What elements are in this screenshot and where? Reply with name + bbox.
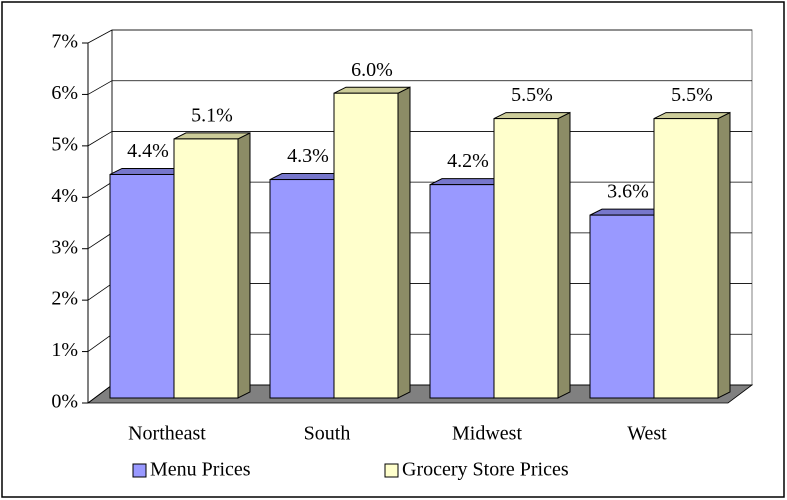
value-label: 4.4% — [127, 140, 169, 162]
bar-side — [557, 111, 571, 399]
bar — [333, 92, 399, 399]
bar-side — [397, 86, 411, 399]
legend-label: Menu Prices — [150, 459, 251, 481]
y-tick-label: 2% — [51, 288, 78, 310]
y-tick-label: 1% — [51, 339, 78, 361]
grid-line — [87, 333, 113, 352]
y-tick-label: 5% — [51, 133, 78, 155]
legend-swatch — [384, 463, 399, 478]
x-tick-label: West — [627, 423, 667, 445]
value-label: 5.1% — [191, 105, 233, 127]
bar — [653, 118, 719, 399]
bar — [109, 173, 175, 399]
bar-side — [717, 111, 731, 399]
grid-line — [87, 29, 113, 44]
legend-swatch — [132, 463, 147, 478]
x-tick-label: South — [304, 423, 351, 445]
grid-line — [87, 283, 113, 301]
y-tick-label: 4% — [51, 185, 78, 207]
bar-top — [493, 112, 571, 120]
bar-top — [333, 86, 411, 94]
bar-side — [237, 132, 251, 399]
value-label: 5.5% — [671, 84, 713, 106]
grid-line — [87, 384, 113, 404]
grid-line — [87, 131, 113, 147]
value-label: 5.5% — [511, 84, 553, 106]
value-label: 3.6% — [607, 181, 649, 203]
grid-line — [87, 181, 113, 198]
y-tick-label: 6% — [51, 82, 78, 104]
bar-top — [653, 112, 731, 120]
x-tick-label: Midwest — [452, 423, 522, 445]
y-tick-label: 3% — [51, 236, 78, 258]
value-label: 6.0% — [351, 59, 393, 81]
bar — [429, 184, 495, 399]
bar — [269, 179, 335, 399]
value-label: 4.2% — [447, 150, 489, 172]
bar-top — [173, 132, 251, 140]
bar — [493, 118, 559, 399]
y-tick-label: 0% — [51, 391, 78, 413]
value-label: 4.3% — [287, 145, 329, 167]
y-tick-label: 7% — [51, 31, 78, 53]
bar — [589, 214, 655, 399]
legend-label: Grocery Store Prices — [402, 459, 569, 481]
grid-line — [87, 232, 113, 250]
bar — [173, 138, 239, 399]
grid-line — [87, 80, 113, 95]
x-tick-label: Northeast — [128, 423, 206, 445]
